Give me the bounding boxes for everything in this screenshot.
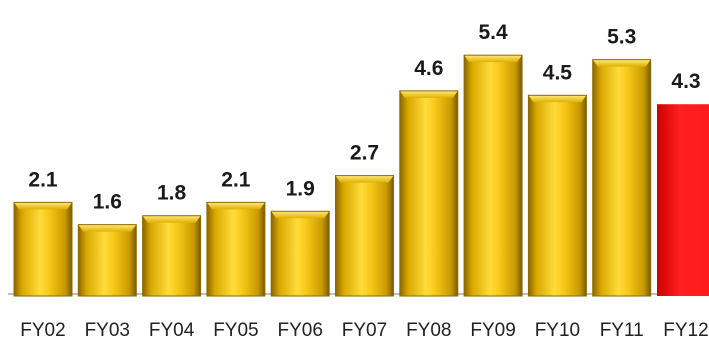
bar-top-bevel-fy05	[206, 202, 265, 210]
bar-body-fy10	[528, 95, 587, 296]
value-label-fy04: 1.8	[157, 182, 187, 205]
bar-fy04	[142, 215, 202, 297]
x-tick-label-fy11: FY11	[600, 320, 644, 341]
value-label-fy12: 4.3	[671, 70, 700, 93]
bar-top-bevel-fy03	[78, 224, 137, 232]
bars-group	[13, 54, 709, 297]
bar-body-fy09	[464, 55, 523, 296]
bar-body-fy06	[271, 211, 330, 296]
bar-outline-fy06	[270, 210, 330, 297]
bar-fy02	[13, 201, 73, 297]
bar-fy08	[399, 90, 459, 297]
x-tick-label-fy09: FY09	[470, 320, 515, 341]
value-label-fy07: 2.7	[350, 142, 379, 165]
bar-body-fy03	[78, 224, 137, 296]
x-tick-label-fy03: FY03	[85, 320, 130, 341]
x-tick-labels-group: FY02 FY03 FY04 FY05 FY06 FY07 FY08 FY09 FY10 FY11…	[20, 320, 708, 341]
x-tick-label-fy12: FY12	[663, 320, 708, 341]
x-tick-label-fy05: FY05	[213, 320, 258, 341]
bar-body-fy12	[657, 104, 709, 296]
bar-top-bevel-fy02	[14, 202, 72, 210]
bar-body-fy07	[335, 175, 394, 296]
bar-top-bevel-fy09	[464, 55, 523, 63]
bar-outline-fy02	[13, 201, 73, 297]
bar-top-bevel-fy04	[142, 215, 201, 223]
bar-outline-fy08	[399, 90, 459, 297]
bar-top-bevel-fy11	[592, 59, 651, 67]
bar-outline-fy10	[527, 94, 587, 297]
bar-outline-fy07	[335, 175, 394, 297]
bar-body-fy02	[14, 202, 72, 296]
bar-top-bevel-fy08	[399, 90, 458, 98]
bar-outline-fy04	[142, 215, 202, 297]
bar-body-fy08	[399, 90, 458, 296]
bar-outline-fy03	[77, 224, 137, 297]
bar-body-fy05	[206, 202, 265, 296]
bar-fy07	[335, 175, 394, 297]
bar-top-bevel-fy10	[528, 95, 587, 103]
bar-fy10	[527, 94, 587, 297]
bar-fy03	[77, 224, 137, 297]
bar-body-fy11	[592, 59, 651, 297]
x-tick-label-fy04: FY04	[149, 320, 195, 341]
bar-fy09	[463, 54, 523, 297]
x-tick-label-fy02: FY02	[20, 320, 65, 341]
bar-outline-fy11	[592, 59, 652, 297]
bar-fy05	[206, 201, 266, 297]
bar-fy06	[270, 210, 330, 297]
value-label-fy06: 1.9	[286, 177, 315, 200]
x-tick-label-fy08: FY08	[406, 320, 451, 341]
value-labels-group: 2.1 1.6 1.8 2.1 1.9 2.7 4.6 5.4 4.5 5.3 4.3	[28, 21, 700, 213]
bar-fy12	[657, 104, 709, 296]
bar-body-fy04	[142, 215, 201, 296]
bar-outline-fy05	[206, 201, 266, 297]
x-tick-label-fy07: FY07	[342, 320, 387, 341]
value-label-fy11: 5.3	[607, 26, 636, 49]
x-tick-label-fy06: FY06	[277, 320, 322, 341]
bar-top-bevel-fy07	[335, 175, 394, 183]
bar-fy11	[592, 59, 652, 297]
x-tick-label-fy10: FY10	[535, 320, 580, 341]
value-label-fy10: 4.5	[543, 61, 573, 84]
bar-outline-fy09	[463, 54, 523, 297]
value-label-fy02: 2.1	[28, 168, 58, 191]
value-label-fy03: 1.6	[93, 191, 122, 214]
bar-top-bevel-fy06	[271, 211, 330, 219]
value-label-fy08: 4.6	[414, 57, 443, 80]
value-label-fy05: 2.1	[221, 168, 251, 191]
value-label-fy09: 5.4	[478, 21, 508, 44]
